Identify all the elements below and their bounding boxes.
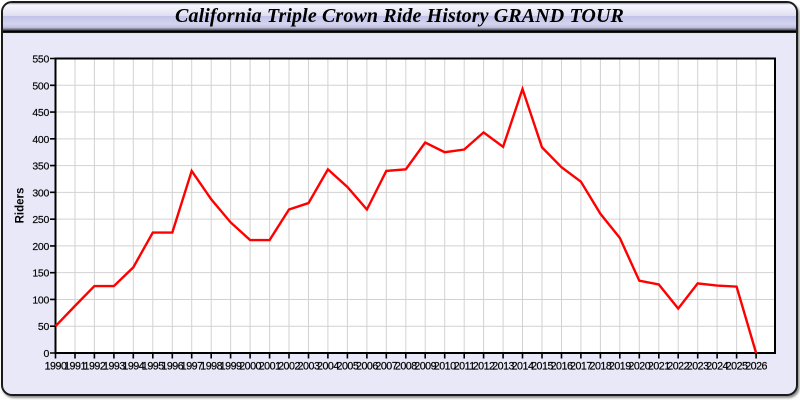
svg-text:1996: 1996 [161, 361, 183, 373]
svg-text:300: 300 [32, 187, 49, 199]
svg-text:50: 50 [38, 321, 50, 333]
svg-text:0: 0 [43, 348, 49, 360]
svg-text:1997: 1997 [181, 361, 203, 373]
svg-text:450: 450 [32, 107, 49, 119]
svg-text:2009: 2009 [414, 361, 436, 373]
svg-text:2016: 2016 [551, 361, 573, 373]
svg-text:350: 350 [32, 161, 49, 173]
svg-text:2008: 2008 [395, 361, 417, 373]
svg-text:1995: 1995 [142, 361, 164, 373]
svg-text:200: 200 [32, 241, 49, 253]
svg-text:2007: 2007 [375, 361, 397, 373]
svg-text:1999: 1999 [220, 361, 242, 373]
svg-text:1998: 1998 [200, 361, 222, 373]
svg-text:500: 500 [32, 80, 49, 92]
svg-text:2003: 2003 [298, 361, 320, 373]
svg-text:100: 100 [32, 295, 49, 307]
svg-text:2021: 2021 [648, 361, 670, 373]
svg-text:1993: 1993 [103, 361, 125, 373]
svg-text:1991: 1991 [64, 361, 86, 373]
svg-text:2023: 2023 [687, 361, 709, 373]
svg-text:2011: 2011 [454, 361, 476, 373]
svg-text:2017: 2017 [570, 361, 592, 373]
svg-text:1994: 1994 [122, 361, 144, 373]
svg-text:2002: 2002 [278, 361, 300, 373]
svg-text:2012: 2012 [473, 361, 495, 373]
svg-text:2004: 2004 [317, 361, 339, 373]
svg-text:Riders: Riders [15, 188, 27, 224]
svg-text:2006: 2006 [356, 361, 378, 373]
svg-text:1992: 1992 [84, 361, 106, 373]
svg-text:400: 400 [32, 134, 49, 146]
svg-text:2010: 2010 [434, 361, 456, 373]
svg-text:2024: 2024 [706, 361, 728, 373]
svg-text:2001: 2001 [259, 361, 281, 373]
svg-text:2022: 2022 [667, 361, 689, 373]
svg-text:2019: 2019 [609, 361, 631, 373]
svg-text:2025: 2025 [726, 361, 748, 373]
svg-text:2018: 2018 [590, 361, 612, 373]
svg-text:2005: 2005 [337, 361, 359, 373]
svg-text:2013: 2013 [492, 361, 514, 373]
svg-text:2020: 2020 [628, 361, 650, 373]
svg-text:150: 150 [32, 268, 49, 280]
svg-text:2014: 2014 [512, 361, 534, 373]
svg-text:250: 250 [32, 214, 49, 226]
svg-text:550: 550 [32, 54, 49, 66]
svg-text:1990: 1990 [45, 361, 67, 373]
svg-text:2000: 2000 [239, 361, 261, 373]
svg-text:2015: 2015 [531, 361, 553, 373]
svg-text:2026: 2026 [745, 361, 767, 373]
